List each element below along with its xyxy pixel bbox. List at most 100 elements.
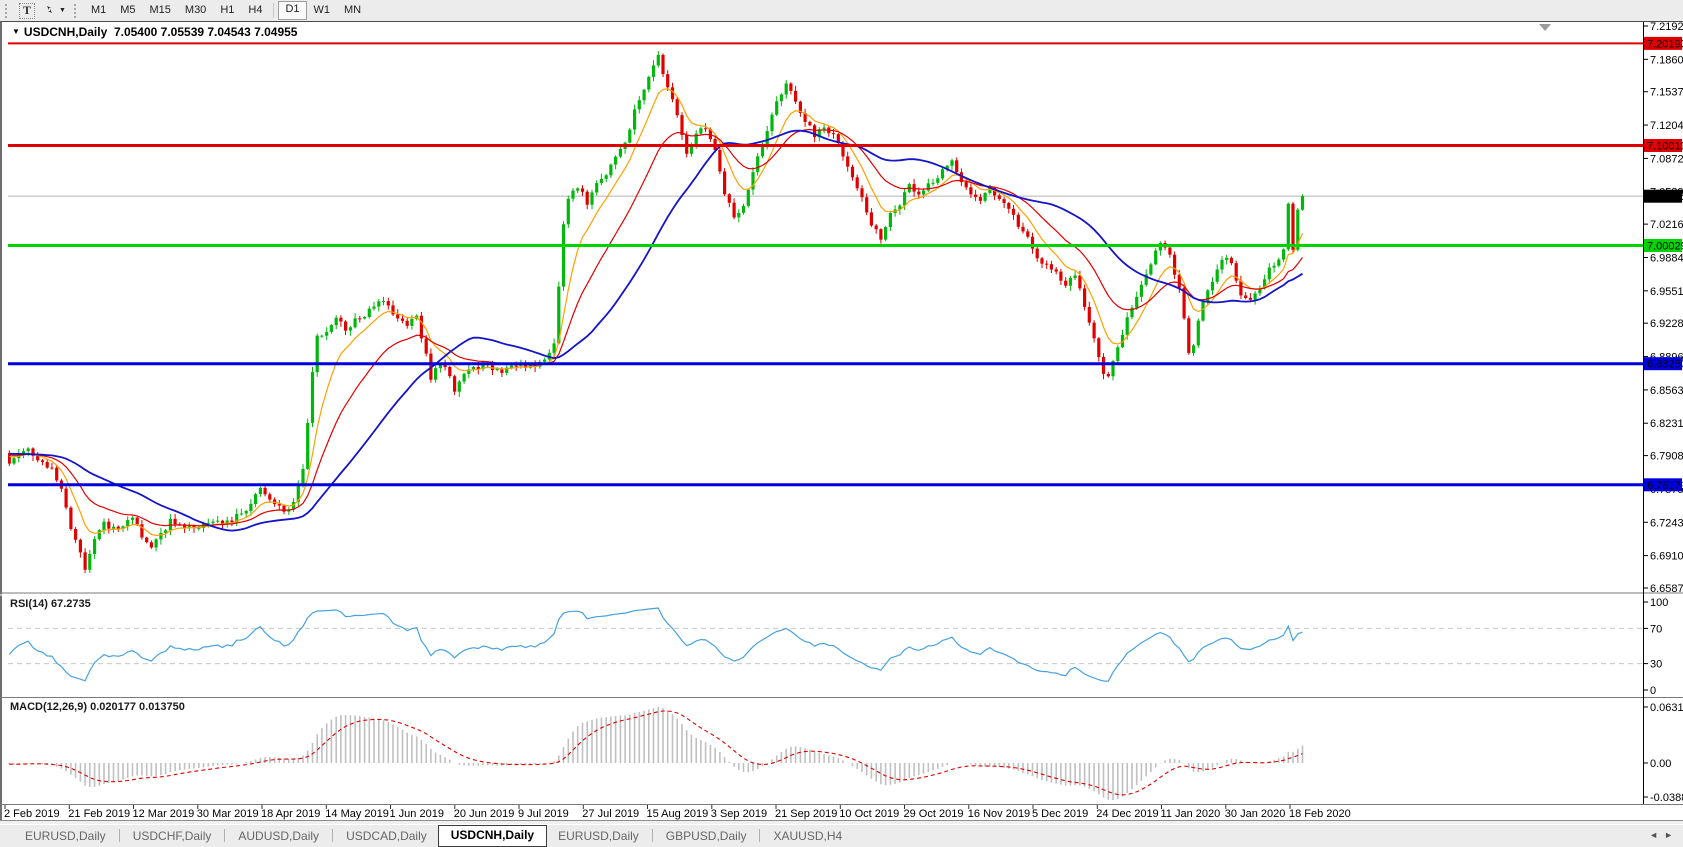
date-tick-label: 1 Jun 2019 (390, 808, 444, 820)
date-tick-label: 15 Aug 2019 (647, 808, 709, 820)
level-label-7.10011: 7.10011 (1647, 141, 1683, 153)
symbol-tab-bar: EURUSD,Daily USDCHF,Daily AUDUSD,Daily USDC… (0, 824, 1683, 847)
chart-shift-marker[interactable] (1539, 24, 1551, 31)
timeframe-button-D1[interactable]: D1 (278, 1, 307, 20)
level-label-6.88250: 6.88250 (1647, 359, 1683, 371)
chevron-down-icon: ▼ (12, 27, 20, 36)
macd-tick-label: 0.00 (1650, 758, 1671, 770)
date-tick-label: 16 Nov 2019 (968, 808, 1030, 820)
horizontal-level-lines[interactable] (8, 42, 1643, 487)
price-tick-label: 6.85635 (1650, 385, 1683, 397)
rsi-tick-label: 100 (1650, 597, 1668, 609)
timeframe-button-M1[interactable]: M1 (90, 4, 107, 16)
toolbar-separator (273, 3, 275, 18)
date-tick-label: 3 Sep 2019 (711, 808, 767, 820)
symbol-tab-audusd-daily[interactable]: AUDUSD,Daily (238, 829, 320, 843)
timeframe-button-MN[interactable]: MN (344, 4, 362, 16)
price-tick-label: 7.02165 (1650, 219, 1683, 231)
timeframe-button-H1[interactable]: H1 (220, 4, 235, 16)
top-toolbar: T ▼ M1 M5 M15 M30 H1 H4 D1 W1 MN (0, 0, 1683, 22)
macd-tick-label: 0.063113 (1650, 702, 1683, 714)
symbol-tab-gbpusd-daily[interactable]: GBPUSD,Daily (665, 829, 747, 843)
symbol-tab-eurusd-daily[interactable]: EURUSD,Daily (558, 829, 639, 843)
chart-canvas[interactable]: 7.219257.186007.153707.120457.087207.053… (0, 21, 1683, 821)
date-tick-label: 12 Mar 2019 (133, 808, 195, 820)
text-tool-icon: T (19, 2, 35, 19)
symbol-period-label: USDCNH,Daily (23, 25, 108, 39)
timeframe-button-W1[interactable]: W1 (313, 4, 331, 16)
price-tick-label: 6.82310 (1650, 418, 1683, 430)
rsi-axis[interactable]: 100 70 30 0 (1644, 597, 1668, 697)
price-tick-label: 6.69105 (1650, 551, 1683, 563)
price-level-labels: 7.20193 7.10011 7.00029 6.88250 6.76171 7.049… (1644, 36, 1683, 492)
price-tick-label: 7.21925 (1650, 21, 1683, 33)
text-label-tool-button[interactable]: T (16, 2, 38, 19)
tab-divider (118, 829, 120, 842)
macd-histogram (8, 707, 1304, 800)
price-tick-label: 6.92285 (1650, 318, 1683, 330)
level-label-7.00029: 7.00029 (1647, 241, 1683, 253)
ohlc-values: 7.05400 7.05539 7.04543 7.04955 (113, 25, 298, 39)
timeframe-button-H4[interactable]: H4 (248, 4, 263, 16)
tab-scroll-right-icon[interactable]: ► (1664, 830, 1679, 840)
tab-divider (759, 829, 761, 842)
price-axis[interactable]: 7.219257.186007.153707.120457.087207.053… (1644, 21, 1683, 595)
symbol-tab-usdchf-daily[interactable]: USDCHF,Daily (132, 829, 212, 843)
symbol-tab-xauusd-h4[interactable]: XAUUSD,H4 (773, 829, 843, 843)
symbol-tab-usdcnh-daily[interactable]: USDCNH,Daily (437, 825, 548, 847)
candles-layer (8, 51, 1305, 574)
timeframe-button-M30[interactable]: M30 (184, 4, 207, 16)
date-tick-label: 9 Jul 2019 (518, 808, 569, 820)
price-tick-label: 6.72430 (1650, 517, 1683, 529)
date-tick-label: 21 Sep 2019 (775, 808, 837, 820)
macd-indicator-label: MACD(12,26,9) 0.020177 0.013750 (10, 701, 185, 713)
timeframe-button-M15[interactable]: M15 (149, 4, 171, 16)
moving-average-sma35 (9, 129, 1303, 532)
price-tick-label: 6.95515 (1650, 286, 1683, 298)
date-tick-label: 24 Dec 2019 (1096, 808, 1158, 820)
rsi-tick-label: 70 (1650, 623, 1662, 635)
current-price-box (1644, 189, 1682, 203)
diagonal-arrows-icon (42, 2, 57, 20)
symbol-tab-usdcad-daily[interactable]: USDCAD,Daily (346, 829, 427, 843)
date-tick-label: 30 Mar 2019 (197, 808, 259, 820)
date-tick-label: 11 Jan 2020 (1161, 808, 1221, 820)
date-tick-label: 18 Apr 2019 (261, 808, 320, 820)
rsi-line (8, 607, 1303, 682)
price-tick-label: 7.08720 (1650, 153, 1683, 165)
rsi-tick-label: 30 (1650, 659, 1662, 671)
date-tick-label: 14 May 2019 (325, 808, 389, 820)
price-tick-label: 6.98840 (1650, 253, 1683, 265)
level-label-7.20193: 7.20193 (1647, 38, 1683, 50)
date-tick-label: 2 Feb 2019 (4, 808, 60, 820)
moving-average-ema20 (9, 128, 1303, 527)
date-tick-label: 5 Dec 2019 (1032, 808, 1088, 820)
current-price-label: 7.04955 (1647, 191, 1683, 203)
tab-divider (224, 829, 226, 842)
macd-axis[interactable]: 0.063113 0.00 -0.038872 (1644, 702, 1683, 804)
chart-title: ▼ USDCNH,Daily 7.05400 7.05539 7.04543 7.… (12, 25, 297, 39)
symbol-tab-eurusd-daily[interactable]: EURUSD,Daily (25, 829, 106, 843)
macd-signal-line (9, 710, 1303, 796)
rsi-level-lines (8, 627, 1643, 665)
date-tick-label: 20 Jun 2019 (454, 808, 515, 820)
chevron-down-icon: ▼ (59, 7, 66, 14)
timeframe-button-M5[interactable]: M5 (120, 4, 136, 16)
macd-tick-label: -0.038872 (1650, 792, 1683, 804)
date-tick-label: 21 Feb 2019 (68, 808, 130, 820)
rsi-tick-label: 0 (1650, 685, 1656, 697)
date-axis[interactable]: 2 Feb 2019 21 Feb 2019 12 Mar 2019 30 Mar 2… (4, 805, 1351, 820)
rsi-indicator-label: RSI(14) 67.2735 (10, 598, 91, 610)
tab-divider (651, 829, 653, 842)
price-tick-label: 7.18600 (1650, 54, 1683, 66)
toolbar-grip[interactable] (5, 3, 10, 18)
date-tick-label: 10 Oct 2019 (839, 808, 899, 820)
tab-scroll-buttons: ◄► (1649, 830, 1679, 840)
toolbar-grip-2[interactable] (73, 3, 79, 18)
pointer-tools-button[interactable]: ▼ (40, 2, 68, 19)
tab-divider (332, 829, 334, 842)
price-tick-label: 6.79080 (1650, 451, 1683, 463)
tab-scroll-left-icon[interactable]: ◄ (1649, 830, 1665, 840)
date-tick-label: 27 Jul 2019 (582, 808, 639, 820)
date-tick-label: 18 Feb 2020 (1289, 808, 1351, 820)
